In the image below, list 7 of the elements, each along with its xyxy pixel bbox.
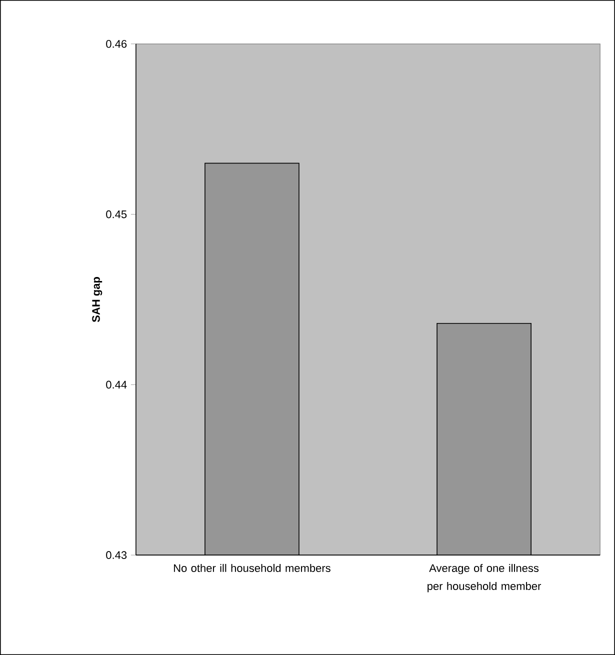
- x-tick-label: Average of one illness per household member: [428, 564, 542, 592]
- x-tick-label: No other ill household members: [174, 564, 330, 572]
- y-tick-label: 0.44: [106, 380, 127, 389]
- y-axis-title: SAH gap: [92, 277, 102, 322]
- y-tick-label: 0.46: [106, 40, 127, 48]
- y-tick-label: 0.43: [106, 551, 127, 559]
- y-tick-label: 0.45: [106, 210, 127, 218]
